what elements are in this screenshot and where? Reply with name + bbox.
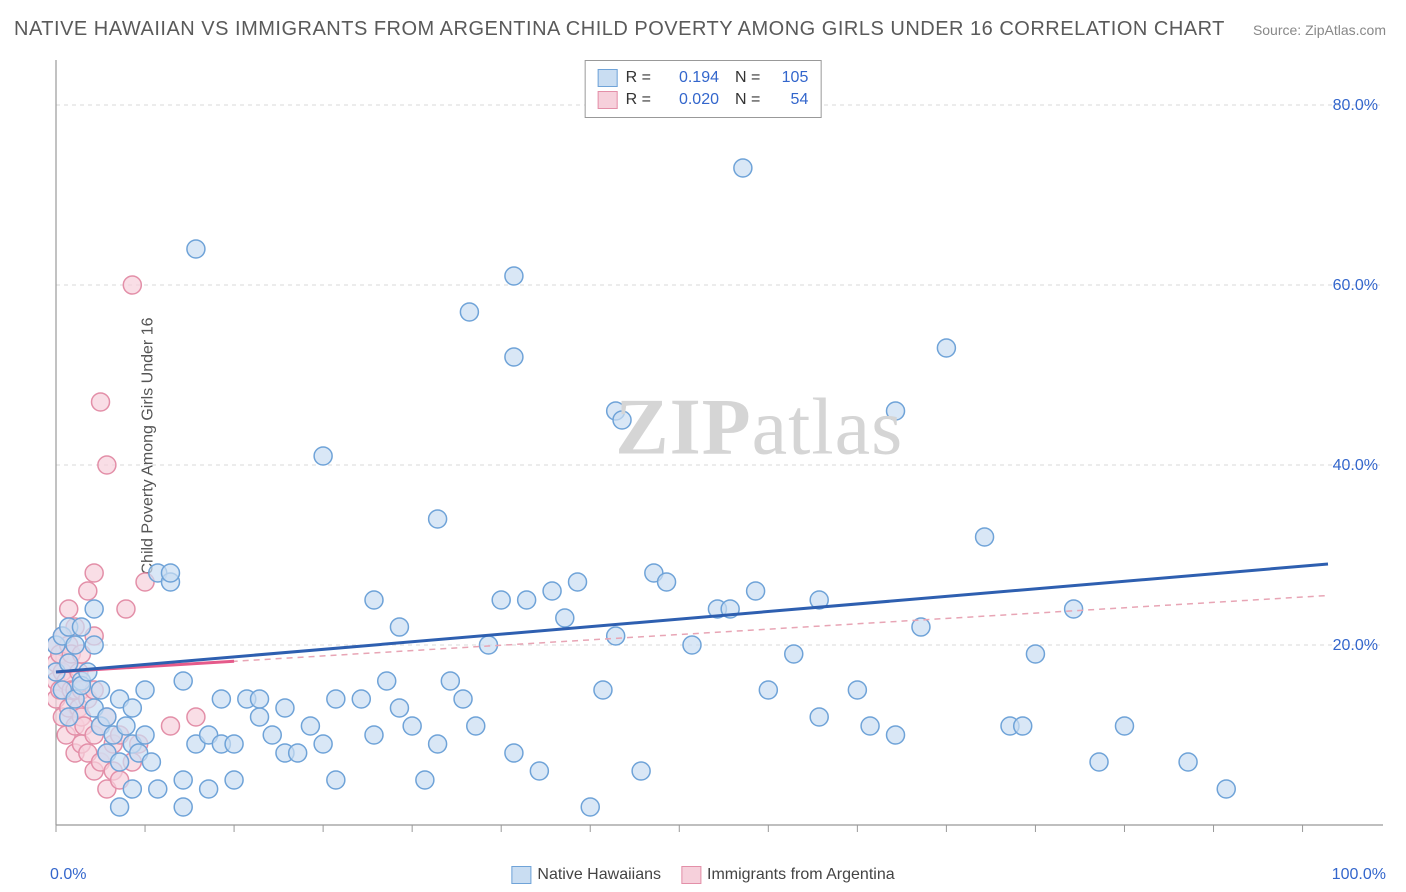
svg-text:80.0%: 80.0% xyxy=(1333,97,1378,114)
legend-row-series-1: R = 0.194 N = 105 xyxy=(598,67,809,89)
legend-row-series-2: R = 0.020 N = 54 xyxy=(598,89,809,111)
series-legend: Native Hawaiians Immigrants from Argenti… xyxy=(511,866,894,884)
svg-text:40.0%: 40.0% xyxy=(1333,457,1378,474)
svg-text:60.0%: 60.0% xyxy=(1333,277,1378,294)
chart-title: NATIVE HAWAIIAN VS IMMIGRANTS FROM ARGEN… xyxy=(14,18,1225,41)
swatch-series-1 xyxy=(598,69,618,87)
swatch-series-2 xyxy=(598,91,618,109)
x-axis-start-label: 0.0% xyxy=(50,866,86,884)
correlation-legend: R = 0.194 N = 105 R = 0.020 N = 54 xyxy=(585,60,822,118)
chart-area: 20.0% 40.0% 60.0% 80.0% xyxy=(48,55,1388,835)
swatch-series-2-bottom xyxy=(681,866,701,884)
swatch-series-1-bottom xyxy=(511,866,531,884)
legend-item-series-2: Immigrants from Argentina xyxy=(681,866,895,884)
legend-item-series-1: Native Hawaiians xyxy=(511,866,661,884)
scatter-chart-svg: 20.0% 40.0% 60.0% 80.0% xyxy=(48,55,1388,835)
svg-text:20.0%: 20.0% xyxy=(1333,637,1378,654)
source-attribution: Source: ZipAtlas.com xyxy=(1253,22,1386,38)
x-axis-end-label: 100.0% xyxy=(1332,866,1386,884)
